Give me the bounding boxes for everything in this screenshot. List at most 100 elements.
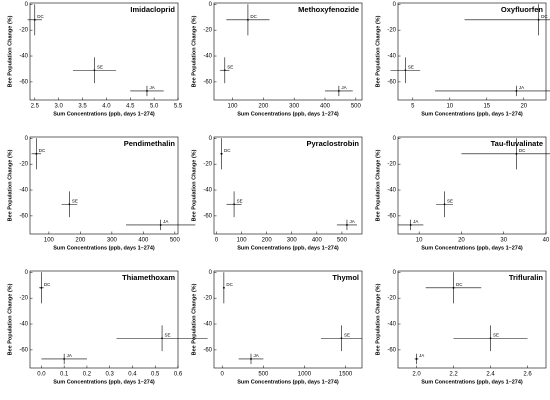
x-tick-label: 2.6 (523, 372, 532, 378)
y-tick-label: -60 (387, 347, 396, 353)
x-tick-label: 0.0 (37, 372, 46, 378)
y-axis-label: Bee Population Change (%) (375, 283, 381, 355)
x-tick-label: 300 (287, 238, 298, 244)
point (223, 69, 226, 72)
y-axis-label: Bee Population Change (%) (191, 149, 197, 221)
panel-title: Trifluralin (509, 273, 544, 282)
point-label: SE (165, 332, 171, 337)
y-tick-label: -40 (19, 54, 28, 60)
point-label: SE (227, 64, 233, 69)
point (93, 69, 96, 72)
point (346, 224, 348, 226)
point-label: DC (44, 282, 51, 287)
x-tick-label: 20 (520, 104, 527, 110)
point (222, 286, 225, 289)
point-label: DC (226, 282, 233, 287)
point-label: DC (250, 14, 257, 19)
x-tick-label: 500 (258, 372, 269, 378)
x-tick-label: 500 (351, 104, 362, 110)
x-tick-label: 300 (107, 238, 118, 244)
y-tick-label: 0 (25, 136, 29, 142)
x-tick-label: 2.5 (31, 104, 40, 110)
point (409, 224, 412, 226)
x-tick-label: 400 (138, 238, 149, 244)
x-tick-label: 4.5 (126, 104, 135, 110)
plot-frame (29, 270, 179, 369)
y-tick-label: -60 (19, 213, 28, 219)
y-tick-label: 0 (393, 2, 397, 8)
x-tick-label: 100 (237, 238, 248, 244)
x-tick-label: 5 (411, 104, 415, 110)
plot-frame (29, 136, 179, 235)
x-tick-label: 0.6 (174, 372, 183, 378)
point-label: DC (456, 282, 463, 287)
plot-frame (213, 270, 363, 369)
y-tick-label: -20 (19, 162, 28, 168)
point-label: JA (413, 219, 418, 224)
x-tick-label: 15 (483, 104, 490, 110)
panel: -60 -40 -20 0 2.5 3.0 3.5 4.0 4.5 5.0 5.5 Sum Conce… (7, 2, 182, 118)
point-label: DC (39, 148, 46, 153)
y-tick-label: -60 (203, 347, 212, 353)
y-tick-label: -20 (387, 296, 396, 302)
x-tick-label: 3.5 (78, 104, 87, 110)
x-tick-label: 0.1 (60, 372, 69, 378)
y-axis-label: Bee Population Change (%) (7, 15, 13, 87)
point-label: SE (493, 332, 499, 337)
point (35, 152, 38, 155)
x-tick-label: 0.4 (128, 372, 137, 378)
y-axis-label: Bee Population Change (%) (375, 15, 381, 87)
point-label: DC (224, 148, 231, 153)
y-tick-label: -40 (203, 188, 212, 194)
x-axis-label: Sum Concentrations (ppb, days 1–274) (421, 245, 523, 251)
y-tick-label: -40 (203, 54, 212, 60)
y-tick-label: 0 (209, 136, 213, 142)
plot-frame (29, 2, 179, 101)
y-tick-label: -40 (387, 54, 396, 60)
x-tick-label: 20 (458, 238, 465, 244)
y-axis-label: Bee Population Change (%) (191, 283, 197, 355)
y-tick-label: -20 (203, 28, 212, 34)
point (415, 358, 418, 360)
y-tick-label: 0 (393, 270, 397, 276)
point (233, 203, 235, 206)
x-tick-label: 300 (289, 104, 300, 110)
y-tick-label: -20 (387, 162, 396, 168)
point-label: JA (67, 353, 72, 358)
point (337, 90, 340, 92)
x-tick-label: 500 (170, 238, 181, 244)
x-tick-label: 400 (320, 104, 331, 110)
y-tick-label: -60 (387, 213, 396, 219)
point (250, 358, 252, 360)
x-tick-label: 0 (221, 372, 225, 378)
point-label: JA (254, 353, 259, 358)
panel-title: Oxyfluorfen (501, 5, 544, 14)
panel: -60 -40 -20 0 10 20 30 40 Sum Concentrations (pp… (375, 136, 550, 251)
point (40, 286, 43, 289)
y-tick-label: -40 (387, 322, 396, 328)
panel-title: Methoxyfenozide (298, 5, 359, 14)
point (515, 152, 518, 155)
x-tick-label: 40 (543, 238, 550, 244)
panel-title: Thiamethoxam (122, 273, 175, 282)
x-tick-label: 2.0 (412, 372, 421, 378)
x-tick-label: 0 (215, 238, 219, 244)
y-axis-label: Bee Population Change (%) (7, 283, 13, 355)
point (159, 224, 162, 226)
point (247, 18, 249, 21)
y-tick-label: -40 (19, 322, 28, 328)
y-tick-label: -20 (203, 296, 212, 302)
point-label: DC (519, 148, 526, 153)
x-tick-label: 5.5 (174, 104, 183, 110)
panel-title: Thymol (332, 273, 359, 282)
x-tick-label: 100 (227, 104, 238, 110)
x-axis-label: Sum Concentrations (ppb, days 1–274) (53, 379, 155, 385)
x-tick-label: 200 (258, 104, 269, 110)
y-tick-label: -40 (19, 188, 28, 194)
y-tick-label: -20 (19, 296, 28, 302)
x-tick-label: 100 (44, 238, 55, 244)
y-tick-label: -60 (19, 347, 28, 353)
panel-title: Tau-fluvalinate (491, 139, 543, 148)
